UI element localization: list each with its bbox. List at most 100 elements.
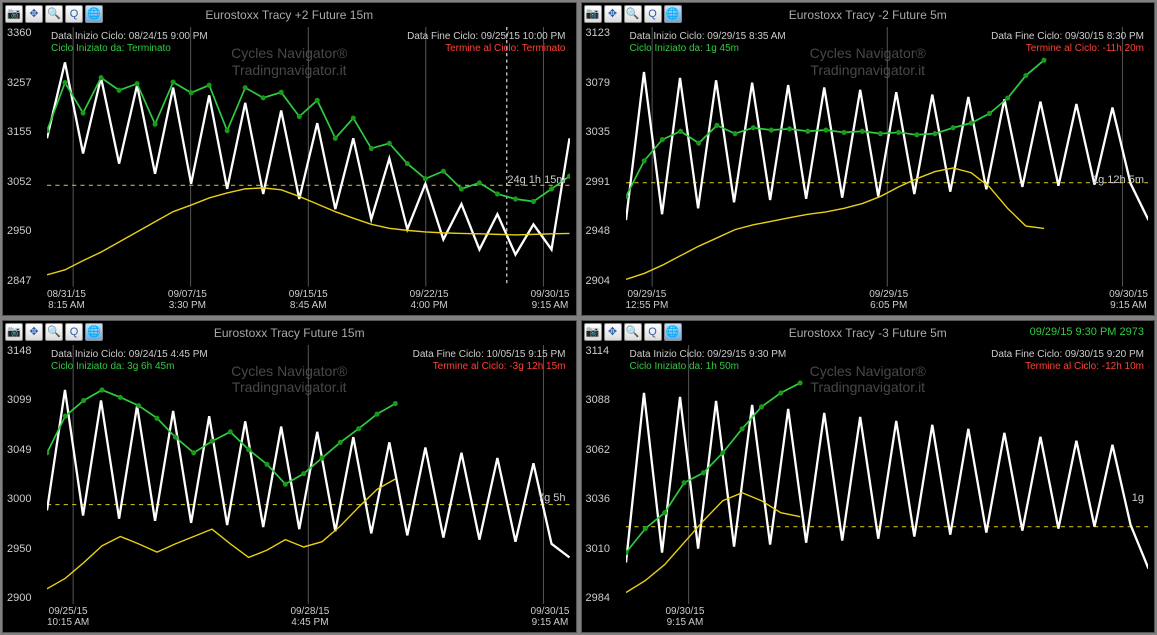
- chart-title: Eurostoxx Tracy Future 15m: [214, 326, 365, 340]
- cycle-from: Ciclo Iniziato da: 1g 45m: [630, 43, 740, 54]
- hover-readout: 09/29/15 9:30 PM 2973: [1030, 326, 1144, 338]
- y-tick: 2984: [586, 592, 622, 604]
- y-tick: 3114: [586, 345, 622, 357]
- x-tick: 09/30/159:15 AM: [531, 289, 570, 313]
- plot-area[interactable]: [626, 345, 1149, 605]
- y-tick: 3000: [7, 493, 43, 505]
- toolbar-button-0[interactable]: 📷: [5, 323, 23, 341]
- toolbar-button-4[interactable]: 🌐: [664, 5, 682, 23]
- cycle-start: Data Inizio Ciclo: 09/24/15 4:45 PM: [51, 349, 208, 360]
- toolbar-button-0[interactable]: 📷: [5, 5, 23, 23]
- y-tick: 3088: [586, 394, 622, 406]
- x-axis: 08/31/158:15 AM 09/07/153:30 PM 09/15/158:…: [47, 289, 570, 313]
- y-tick: 3099: [7, 394, 43, 406]
- chart-panel: 📷✥🔍Q🌐 Eurostoxx Tracy -3 Future 5m 09/29/1…: [581, 320, 1156, 634]
- x-tick: 09/25/1510:15 AM: [47, 606, 89, 630]
- toolbar-button-1[interactable]: ✥: [25, 323, 43, 341]
- x-axis: 09/30/159:15 AM: [626, 606, 1149, 630]
- cycle-end: Data Fine Ciclo: 09/25/15 10:00 PM: [407, 31, 565, 42]
- cycle-end: Data Fine Ciclo: 09/30/15 9:20 PM: [991, 349, 1144, 360]
- y-tick: 2900: [7, 592, 43, 604]
- chart-panel: 📷✥🔍Q🌐Eurostoxx Tracy Future 15mCycles Na…: [2, 320, 577, 634]
- duration-label: 24g 1h 15m: [507, 174, 565, 186]
- chart-title: Eurostoxx Tracy -3 Future 5m: [789, 326, 947, 340]
- y-tick: 2991: [586, 176, 622, 188]
- cycle-start: Data Inizio Ciclo: 09/29/15 9:30 PM: [630, 349, 787, 360]
- plot-area[interactable]: [47, 27, 570, 287]
- y-tick: 3257: [7, 77, 43, 89]
- toolbar-button-2[interactable]: 🔍: [624, 5, 642, 23]
- toolbar-button-4[interactable]: 🌐: [85, 5, 103, 23]
- toolbar-button-4[interactable]: 🌐: [85, 323, 103, 341]
- x-tick: 09/29/156:05 PM: [869, 289, 908, 313]
- y-tick: 3010: [586, 543, 622, 555]
- y-tick: 2950: [7, 543, 43, 555]
- y-tick: 3049: [7, 444, 43, 456]
- y-tick: 3062: [586, 444, 622, 456]
- y-tick: 3036: [586, 493, 622, 505]
- toolbar-button-3[interactable]: Q: [644, 323, 662, 341]
- panel-toolbar: 📷✥🔍Q🌐: [5, 5, 103, 23]
- toolbar-button-2[interactable]: 🔍: [624, 323, 642, 341]
- chart-title: Eurostoxx Tracy -2 Future 5m: [789, 8, 947, 22]
- toolbar-button-1[interactable]: ✥: [604, 5, 622, 23]
- y-tick: 3360: [7, 27, 43, 39]
- x-tick: 09/28/154:45 PM: [290, 606, 329, 630]
- cycle-end: Data Fine Ciclo: 10/05/15 9:15 PM: [413, 349, 566, 360]
- y-axis: 3148 3099 3049 3000 2950 2900: [7, 345, 43, 605]
- panel-toolbar: 📷✥🔍Q🌐: [584, 5, 682, 23]
- toolbar-button-3[interactable]: Q: [644, 5, 662, 23]
- chart-panel: 📷✥🔍Q🌐Eurostoxx Tracy -2 Future 5mCycles …: [581, 2, 1156, 316]
- toolbar-button-2[interactable]: 🔍: [45, 323, 63, 341]
- cycle-remain: Termine al Ciclo: Terminato: [445, 43, 565, 54]
- panel-toolbar: 📷✥🔍Q🌐: [5, 323, 103, 341]
- y-tick: 2904: [586, 275, 622, 287]
- y-tick: 2948: [586, 225, 622, 237]
- toolbar-button-3[interactable]: Q: [65, 323, 83, 341]
- y-tick: 3079: [586, 77, 622, 89]
- duration-label: 1g 12h 5m: [1092, 174, 1144, 186]
- y-tick: 3052: [7, 176, 43, 188]
- x-tick: 09/22/154:00 PM: [410, 289, 449, 313]
- x-tick: 09/30/159:15 AM: [531, 606, 570, 630]
- cycle-start: Data Inizio Ciclo: 08/24/15 9:00 PM: [51, 31, 208, 42]
- toolbar-button-3[interactable]: Q: [65, 5, 83, 23]
- toolbar-button-0[interactable]: 📷: [584, 5, 602, 23]
- y-tick: 2950: [7, 225, 43, 237]
- y-tick: 3155: [7, 126, 43, 138]
- plot-area[interactable]: [47, 345, 570, 605]
- x-tick: 09/15/158:45 AM: [289, 289, 328, 313]
- cycle-remain: Termine al Ciclo: -3g 12h 15m: [433, 361, 566, 372]
- cycle-remain: Termine al Ciclo: -12h 10m: [1025, 361, 1144, 372]
- toolbar-button-1[interactable]: ✥: [25, 5, 43, 23]
- x-axis: 09/25/1510:15 AM 09/28/154:45 PM 09/30/159…: [47, 606, 570, 630]
- y-tick: 3123: [586, 27, 622, 39]
- x-axis: 09/29/1512:55 PM 09/29/156:05 PM 09/30/159…: [626, 289, 1149, 313]
- y-tick: 3035: [586, 126, 622, 138]
- x-tick: 09/07/153:30 PM: [168, 289, 207, 313]
- x-tick: 09/29/1512:55 PM: [626, 289, 669, 313]
- y-axis: 3114 3088 3062 3036 3010 2984: [586, 345, 622, 605]
- cycle-from: Ciclo Iniziato da: 3g 6h 45m: [51, 361, 174, 372]
- toolbar-button-1[interactable]: ✥: [604, 323, 622, 341]
- y-tick: 3148: [7, 345, 43, 357]
- cycle-from: Ciclo Iniziato da: Terminato: [51, 43, 171, 54]
- toolbar-button-0[interactable]: 📷: [584, 323, 602, 341]
- y-axis: 3123 3079 3035 2991 2948 2904: [586, 27, 622, 287]
- plot-area[interactable]: [626, 27, 1149, 287]
- cycle-end: Data Fine Ciclo: 09/30/15 8:30 PM: [991, 31, 1144, 42]
- x-tick: 09/30/159:15 AM: [1109, 289, 1148, 313]
- x-tick: 08/31/158:15 AM: [47, 289, 86, 313]
- duration-label: 1g: [1132, 492, 1144, 504]
- duration-label: 7g 5h: [538, 492, 566, 504]
- panel-toolbar: 📷✥🔍Q🌐: [584, 323, 682, 341]
- cycle-from: Ciclo Iniziato da: 1h 50m: [630, 361, 740, 372]
- toolbar-button-4[interactable]: 🌐: [664, 323, 682, 341]
- cycle-remain: Termine al Ciclo: -11h 20m: [1026, 43, 1144, 54]
- chart-panel: 📷✥🔍Q🌐Eurostoxx Tracy +2 Future 15mCycles…: [2, 2, 577, 316]
- x-tick: 09/30/159:15 AM: [666, 606, 705, 630]
- y-axis: 336032573155305229502847: [7, 27, 43, 287]
- cycle-start: Data Inizio Ciclo: 09/29/15 8:35 AM: [630, 31, 786, 42]
- chart-title: Eurostoxx Tracy +2 Future 15m: [205, 8, 373, 22]
- toolbar-button-2[interactable]: 🔍: [45, 5, 63, 23]
